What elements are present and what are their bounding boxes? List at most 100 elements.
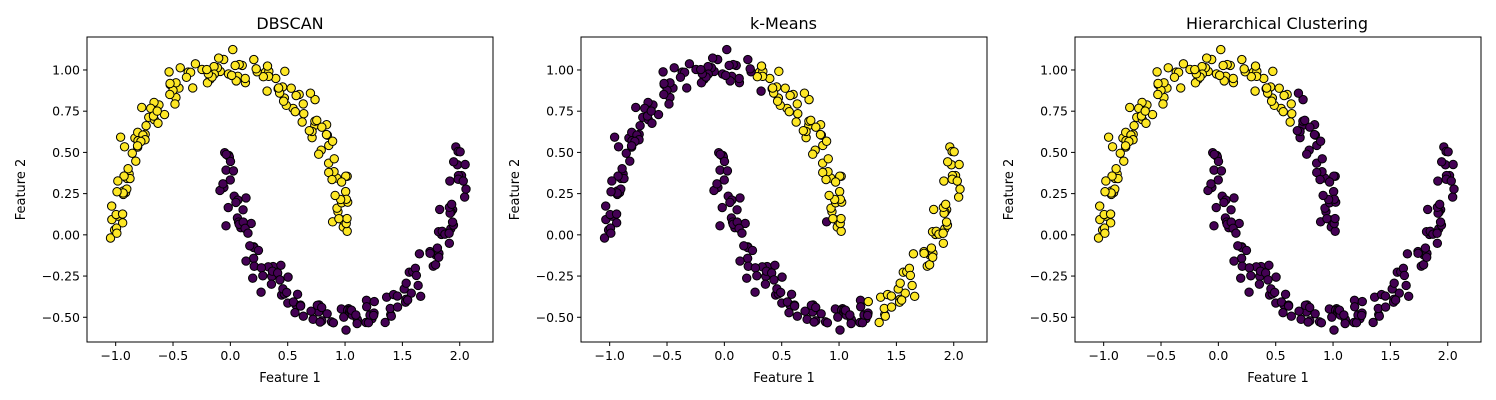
- scatter-point: [238, 205, 248, 215]
- scatter-point: [105, 233, 116, 243]
- scatter-point: [152, 106, 162, 116]
- scatter-point: [760, 279, 771, 289]
- scatter-point: [1269, 287, 1280, 298]
- scatter-point: [1268, 66, 1278, 77]
- scatter-point: [811, 122, 821, 132]
- scatter-point: [846, 318, 856, 329]
- scatter-point: [784, 307, 794, 318]
- scatter-point: [821, 136, 832, 146]
- y-tick-label: −0.50: [42, 310, 80, 325]
- scatter-point: [1246, 72, 1257, 82]
- scatter-point: [767, 83, 778, 93]
- scatter-point: [392, 291, 403, 301]
- scatter-point: [743, 54, 753, 65]
- scatter-point: [1330, 213, 1340, 224]
- scatter-point: [317, 302, 327, 313]
- scatter-point: [245, 241, 255, 251]
- scatter-point: [1176, 83, 1186, 93]
- scatter-point: [170, 99, 180, 109]
- y-axis-ticks: −0.50 −0.25 0.00 0.25 0.50 0.75 1.00: [42, 62, 87, 325]
- scatter-point: [461, 184, 471, 194]
- scatter-point: [276, 260, 286, 270]
- scatter-point: [1213, 175, 1223, 185]
- x-tick-label: 0.0: [714, 348, 734, 363]
- scatter-point: [1328, 186, 1339, 197]
- scatter-point: [341, 325, 351, 335]
- scatter-point: [724, 60, 734, 71]
- scatter-point: [719, 175, 729, 185]
- scatter-point: [1316, 318, 1327, 328]
- scatter-point: [258, 271, 268, 281]
- scatter-point: [283, 272, 293, 282]
- scatter-point: [1329, 325, 1339, 335]
- x-tick-label: −0.5: [1146, 348, 1176, 363]
- scatter-point: [280, 66, 290, 77]
- x-tick-label: −0.5: [158, 348, 188, 363]
- x-axis-label: Feature 1: [259, 371, 321, 386]
- scatter-point: [1293, 88, 1304, 98]
- x-tick-label: 1.5: [886, 348, 906, 363]
- scatter-point: [938, 228, 948, 238]
- scatter-point: [895, 278, 905, 288]
- scatter-point: [1448, 159, 1458, 170]
- y-tick-label: −0.25: [536, 269, 574, 284]
- y-tick-label: 0.75: [52, 104, 80, 119]
- scatter-point: [112, 187, 122, 197]
- scatter-point: [1339, 310, 1349, 320]
- scatter-point: [1315, 174, 1325, 185]
- chart-title: Hierarchical Clustering: [1186, 14, 1368, 33]
- scatter-point: [1286, 311, 1297, 321]
- scatter-point: [304, 125, 315, 136]
- scatter-point: [1434, 199, 1445, 210]
- scatter-point: [1357, 296, 1367, 307]
- scatter-point: [315, 317, 325, 327]
- scatter-point: [822, 318, 833, 328]
- scatter-point: [1300, 115, 1310, 126]
- scatter-point: [392, 302, 403, 312]
- scatter-point: [617, 164, 627, 174]
- scatter-point: [1237, 54, 1247, 65]
- scatter-point: [117, 218, 128, 228]
- scatter-point: [1283, 301, 1294, 311]
- scatter-point: [799, 88, 810, 98]
- scatter-point: [1380, 291, 1391, 301]
- scatter-point: [939, 176, 949, 186]
- x-tick-label: −1.0: [1088, 348, 1118, 363]
- y-tick-label: 1.00: [546, 62, 574, 77]
- scatter-point: [1094, 201, 1105, 211]
- scatter-point: [953, 192, 964, 202]
- scatter-point: [756, 86, 766, 96]
- scatter-point: [1422, 204, 1433, 215]
- x-tick-label: 0.5: [772, 348, 792, 363]
- scatter-point: [251, 64, 261, 74]
- scatter-point: [444, 228, 454, 238]
- x-tick-label: 2.0: [1438, 348, 1458, 363]
- scatter-point: [784, 106, 794, 117]
- scatter-point: [1119, 156, 1129, 166]
- scatter-point: [816, 309, 826, 319]
- scatter-point: [363, 318, 374, 328]
- scatter-point: [425, 248, 435, 259]
- scatter-point: [1302, 149, 1312, 159]
- scatter-point: [141, 120, 151, 131]
- scatter-point: [1292, 125, 1303, 136]
- scatter-point: [793, 108, 803, 119]
- scatter-point: [221, 149, 231, 160]
- scatter-point: [1219, 197, 1229, 208]
- scatter-point: [1305, 122, 1315, 132]
- scatter-point: [815, 129, 826, 140]
- scatter-point: [919, 248, 929, 259]
- scatter-point: [896, 295, 907, 305]
- y-tick-label: 0.75: [1040, 104, 1068, 119]
- scatter-point: [886, 291, 897, 301]
- scatter-point: [1209, 221, 1219, 231]
- x-tick-label: −1.0: [100, 348, 130, 363]
- scatter-point: [684, 59, 695, 69]
- scatter-point: [368, 310, 379, 321]
- x-tick-label: 1.5: [1380, 348, 1400, 363]
- scatter-point: [298, 99, 308, 109]
- scatter-point: [1287, 108, 1297, 119]
- scatter-point: [635, 120, 645, 131]
- scatter-point: [262, 61, 273, 71]
